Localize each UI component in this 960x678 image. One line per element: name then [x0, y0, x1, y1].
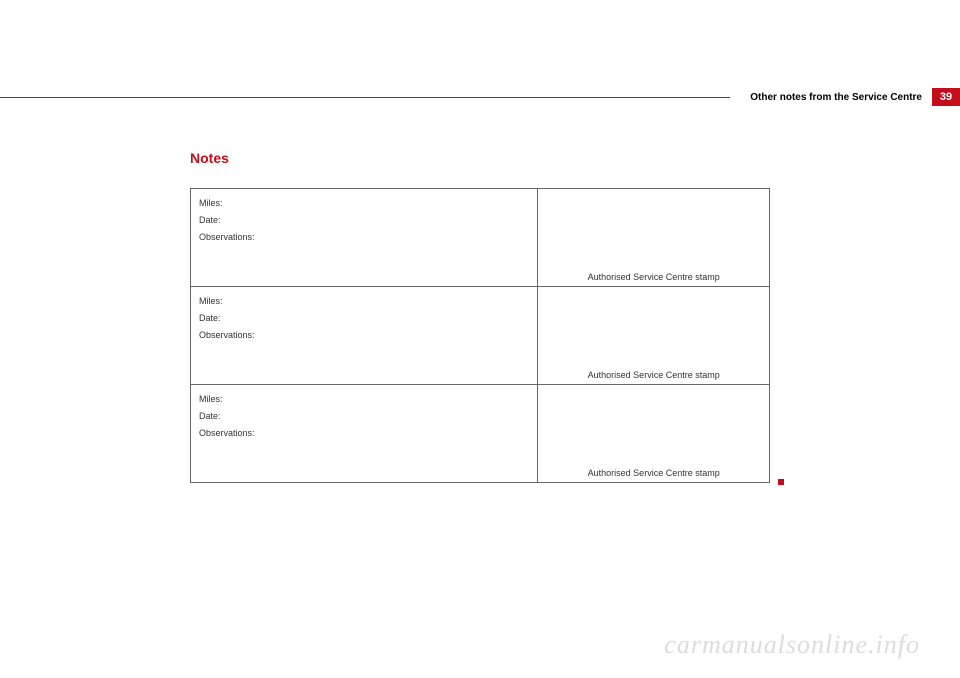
observations-label: Observations:	[199, 327, 529, 344]
entry-cell: Miles: Date: Observations:	[191, 385, 538, 483]
observations-label: Observations:	[199, 229, 529, 246]
stamp-label: Authorised Service Centre stamp	[538, 272, 769, 282]
notes-heading: Notes	[190, 150, 770, 166]
table-row: Miles: Date: Observations: Authorised Se…	[191, 287, 770, 385]
stamp-cell: Authorised Service Centre stamp	[538, 287, 770, 385]
page-header: Other notes from the Service Centre 39	[0, 88, 960, 106]
main-content: Notes Miles: Date: Observations: Authori…	[190, 150, 770, 483]
stamp-label: Authorised Service Centre stamp	[538, 370, 769, 380]
notes-table: Miles: Date: Observations: Authorised Se…	[190, 188, 770, 483]
entry-cell: Miles: Date: Observations:	[191, 189, 538, 287]
table-row: Miles: Date: Observations: Authorised Se…	[191, 189, 770, 287]
date-label: Date:	[199, 212, 529, 229]
date-label: Date:	[199, 408, 529, 425]
miles-label: Miles:	[199, 391, 529, 408]
watermark-text: carmanualsonline.info	[664, 630, 920, 660]
miles-label: Miles:	[199, 293, 529, 310]
section-end-icon	[778, 479, 784, 485]
date-label: Date:	[199, 310, 529, 327]
observations-label: Observations:	[199, 425, 529, 442]
table-wrapper: Miles: Date: Observations: Authorised Se…	[190, 188, 770, 483]
entry-cell: Miles: Date: Observations:	[191, 287, 538, 385]
stamp-cell: Authorised Service Centre stamp	[538, 189, 770, 287]
header-rule	[0, 97, 730, 98]
section-title: Other notes from the Service Centre	[730, 92, 932, 103]
stamp-label: Authorised Service Centre stamp	[538, 468, 769, 478]
miles-label: Miles:	[199, 195, 529, 212]
table-row: Miles: Date: Observations: Authorised Se…	[191, 385, 770, 483]
stamp-cell: Authorised Service Centre stamp	[538, 385, 770, 483]
page-number: 39	[932, 88, 960, 106]
